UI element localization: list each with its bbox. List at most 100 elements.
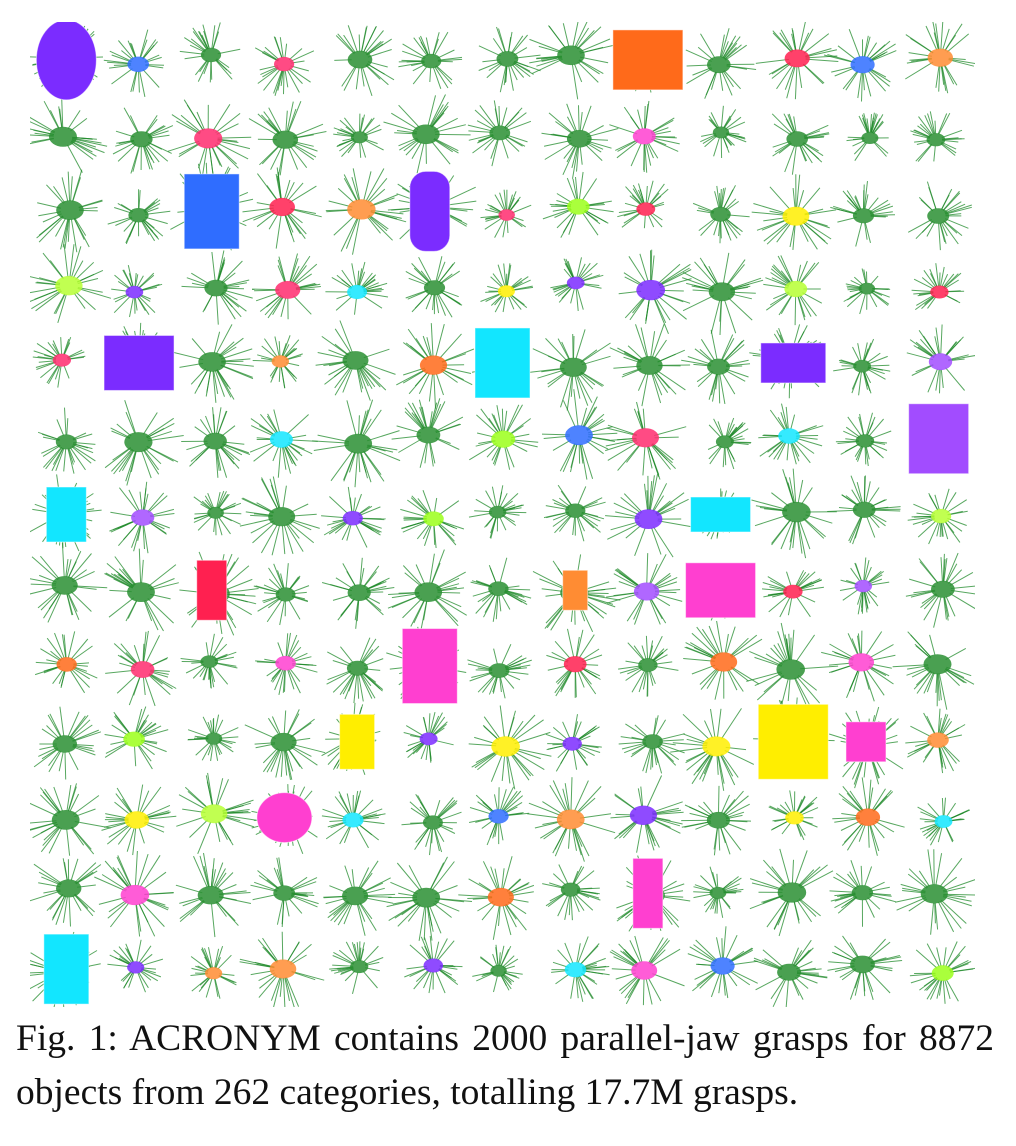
object-core	[776, 659, 805, 680]
grasp-line	[263, 50, 279, 61]
grasp-line	[224, 588, 259, 594]
grasp-line	[363, 289, 384, 292]
grasp-line	[726, 259, 746, 285]
grasp-line	[723, 70, 741, 90]
grasp-line	[576, 943, 581, 963]
grasp-line	[361, 366, 387, 391]
grasp-line	[396, 369, 426, 386]
grasp-line	[340, 217, 358, 252]
grasp-line	[627, 977, 641, 999]
grasp-line	[41, 876, 62, 886]
grasp-line	[468, 817, 493, 823]
grasp-line	[796, 573, 810, 588]
grasp-line	[618, 975, 638, 992]
grasp-line	[75, 870, 98, 885]
grasp-line	[141, 220, 156, 242]
grasp-line	[140, 741, 167, 753]
grasp-line	[721, 105, 724, 127]
grasp-line	[529, 38, 563, 53]
grasp-line	[478, 61, 501, 71]
grasp-line	[483, 594, 496, 618]
grasp-line	[646, 446, 653, 469]
grasp-line	[949, 959, 969, 971]
grasp-line	[435, 938, 448, 960]
grasp-line	[475, 794, 495, 813]
grasp-line	[499, 493, 508, 508]
grasp-line	[574, 780, 589, 812]
grasp-line	[291, 970, 325, 981]
grasp-line	[696, 970, 717, 986]
grasp-line	[255, 660, 279, 664]
grasp-line	[511, 35, 524, 54]
object-core	[49, 126, 77, 147]
grasp-line	[926, 672, 935, 693]
grasp-line	[142, 525, 145, 550]
grasp-line	[398, 104, 420, 128]
grasp-line	[938, 66, 941, 92]
grasp-line	[249, 441, 275, 453]
grasp-line	[110, 520, 136, 533]
grasp-line	[834, 895, 857, 909]
grasp-line	[868, 69, 890, 87]
grasp-line	[555, 749, 570, 772]
grasp-line	[688, 806, 712, 818]
grasp-line	[110, 427, 131, 439]
grasp-line	[222, 443, 250, 454]
grasp-line	[928, 522, 939, 545]
grasp-line	[485, 209, 502, 215]
grasp-line	[719, 374, 726, 404]
grasp-line	[755, 975, 783, 991]
grasp-line	[943, 597, 947, 620]
grasp-line	[854, 195, 862, 210]
grasp-line	[779, 804, 791, 814]
grasp-line	[791, 442, 800, 457]
grasp-line	[70, 719, 91, 739]
grasp-line	[581, 274, 601, 282]
grasp-line	[326, 519, 347, 526]
object-core	[270, 732, 297, 752]
grasp-line	[870, 430, 892, 440]
object-core	[931, 508, 952, 524]
grasp-line	[145, 417, 174, 438]
grasp-line	[872, 795, 888, 812]
grasp-line	[356, 368, 363, 393]
grasp-line	[121, 450, 135, 471]
object-core	[927, 48, 953, 67]
grasp-line	[108, 597, 135, 618]
grasp-line	[332, 672, 353, 693]
grasp-line	[632, 188, 643, 204]
grasp-line	[860, 865, 863, 886]
grasp-line	[150, 513, 175, 518]
grasp-line	[352, 168, 361, 201]
object-core	[488, 809, 509, 824]
rendered-object	[685, 562, 757, 619]
grasp-line	[435, 898, 465, 903]
grasp-line	[827, 509, 857, 512]
grasp-line	[386, 899, 418, 908]
grasp-line	[214, 370, 225, 397]
grasp-line	[646, 490, 649, 510]
grasp-line	[71, 139, 96, 148]
grasp-line	[440, 370, 458, 383]
grasp-line	[871, 508, 901, 511]
grasp-line	[660, 896, 691, 902]
object-core	[124, 432, 153, 453]
grasp-line	[293, 263, 318, 285]
grasp-line	[579, 38, 611, 53]
grasp-line	[134, 746, 137, 767]
object-core	[274, 56, 295, 72]
grasp-line	[337, 188, 355, 204]
grasp-line	[425, 828, 432, 847]
grasp-line	[418, 373, 430, 395]
grasp-line	[291, 894, 319, 905]
grasp-line	[715, 374, 719, 390]
grasp-line	[939, 713, 947, 734]
object-core	[927, 732, 949, 748]
grasp-line	[288, 599, 301, 620]
grasp-line	[723, 36, 741, 59]
grasp-line	[343, 178, 358, 202]
grasp-line	[653, 654, 668, 663]
grasp-line	[436, 595, 462, 608]
grasp-line	[839, 968, 856, 978]
grasp-line	[587, 140, 612, 149]
